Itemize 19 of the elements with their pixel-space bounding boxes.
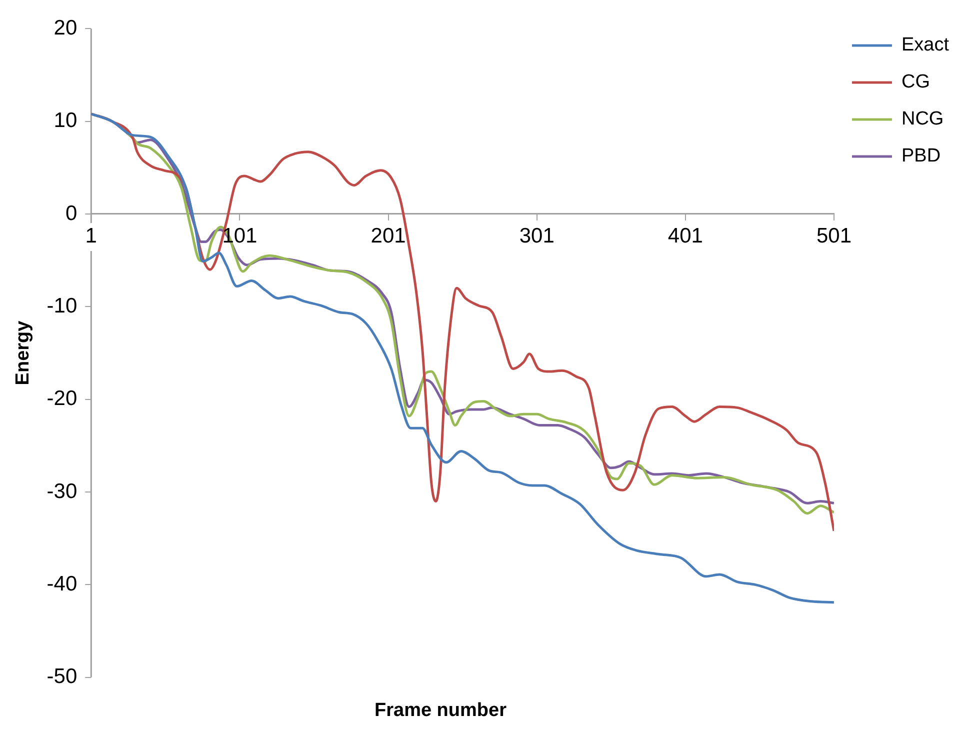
y-tick-label: 0 [65,202,78,225]
y-tick-label: -10 [46,294,78,318]
x-tick-label: 1 [85,224,97,248]
x-tick-label: 401 [668,224,703,248]
y-tick-label: 10 [54,109,78,132]
x-axis-title: Frame number [374,700,508,722]
legend-label: PBD [901,146,941,167]
x-tick-label: 501 [816,224,852,248]
legend-label: NCG [901,108,944,130]
y-tick-label: -30 [46,480,78,503]
legend-label: Exact [901,34,950,56]
legend-label: CG [901,72,930,93]
x-tick-label: 201 [370,224,406,248]
y-tick-label: -40 [46,572,78,596]
y-tick-label: 20 [54,16,78,40]
y-tick-label: -20 [46,387,78,410]
x-tick-label: 301 [519,224,554,248]
y-tick-label: -50 [46,665,78,688]
y-axis-title: Energy [12,320,34,386]
